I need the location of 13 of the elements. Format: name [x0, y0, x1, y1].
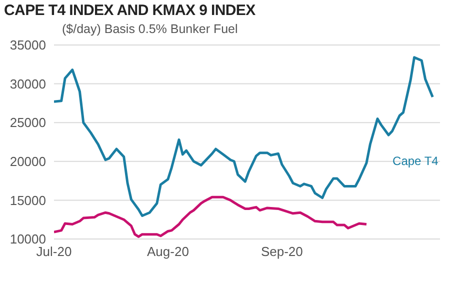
x-tick-label: Jul-20	[36, 244, 72, 260]
x-tick-label: Sep-20	[260, 244, 303, 260]
y-tick-label: 20000	[10, 154, 46, 170]
line-series	[54, 196, 368, 238]
x-tick-label: Aug-20	[147, 244, 189, 260]
y-tick-label: 35000	[10, 38, 46, 53]
chart-subtitle: ($/day) Basis 0.5% Bunker Fuel	[62, 22, 238, 36]
y-tick-label: 15000	[10, 192, 46, 208]
y-tick-label: 10000	[10, 232, 46, 247]
y-tick-label: 25000	[10, 115, 46, 130]
y-tick-label: 30000	[10, 76, 46, 92]
chart-title: CAPE T4 INDEX AND KMAX 9 INDEX	[4, 2, 256, 19]
series-label: Cape T4	[392, 154, 439, 168]
